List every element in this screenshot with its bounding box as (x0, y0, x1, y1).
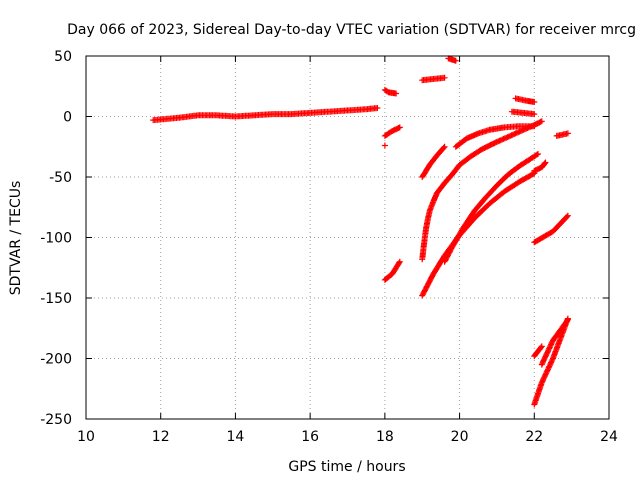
y-tick-label: -50 (49, 170, 72, 186)
x-tick-label: 14 (227, 429, 245, 445)
series-arc-19d (419, 118, 545, 263)
point-markers (381, 258, 403, 283)
point-markers (531, 159, 549, 174)
x-ticks: 10 12 14 16 18 20 22 24 (77, 56, 618, 445)
series-arc-22b (531, 343, 545, 360)
x-tick-label: 24 (600, 429, 618, 445)
point-markers (531, 315, 571, 408)
series-arc-22d (538, 316, 571, 368)
series-arc-22e (531, 212, 571, 246)
series-arc-22c (531, 315, 571, 408)
point-markers (419, 74, 448, 84)
series-arc-main (150, 105, 381, 124)
y-tick-label: -200 (40, 352, 72, 368)
x-tick-label: 18 (376, 429, 394, 445)
y-tick-label: 0 (63, 110, 72, 126)
point-markers (381, 86, 400, 97)
series-arc-19a (419, 74, 448, 84)
point-markers (381, 124, 403, 139)
x-tick-label: 10 (77, 429, 95, 445)
data-points (150, 55, 571, 408)
point-markers (531, 343, 545, 360)
point-markers (508, 108, 538, 118)
series-arc-19c (419, 143, 448, 180)
y-tick-label: -150 (40, 291, 72, 307)
y-axis-label: SDTVAR / TECUs (8, 181, 24, 296)
point-markers (531, 212, 571, 246)
series-arc-22a (531, 159, 549, 174)
series-arc-20a (452, 123, 538, 150)
y-tick-label: -100 (40, 231, 72, 247)
point-markers (445, 55, 459, 64)
series-arc-21a (508, 108, 538, 118)
x-tick-label: 22 (525, 429, 543, 445)
x-tick-label: 20 (451, 429, 469, 445)
x-tick-label: 12 (152, 429, 170, 445)
point-markers (553, 130, 571, 139)
point-markers (452, 123, 538, 150)
point-markers (419, 118, 545, 263)
series-arc-19b (445, 55, 459, 64)
series-arc-19f (441, 151, 541, 265)
x-tick-label: 16 (301, 429, 319, 445)
point-markers (441, 151, 541, 265)
x-axis-label: GPS time / hours (288, 459, 405, 475)
series-arc-18d (381, 142, 388, 149)
chart-title: Day 066 of 2023, Sidereal Day-to-day VTE… (67, 22, 636, 38)
series-arc-18b (381, 124, 403, 139)
series-arc-18c (381, 258, 403, 283)
point-markers (538, 316, 571, 368)
series-arc-18a (381, 86, 400, 97)
series-arc-21b (512, 95, 538, 105)
y-tick-label: -250 (40, 412, 72, 428)
series-arc-22f (553, 130, 571, 139)
point-markers (381, 142, 388, 149)
y-ticks: -250 -200 -150 -100 -50 0 50 (40, 49, 609, 428)
point-markers (150, 105, 381, 124)
point-markers (419, 143, 448, 180)
point-markers (512, 95, 538, 105)
y-tick-label: 50 (54, 49, 72, 65)
